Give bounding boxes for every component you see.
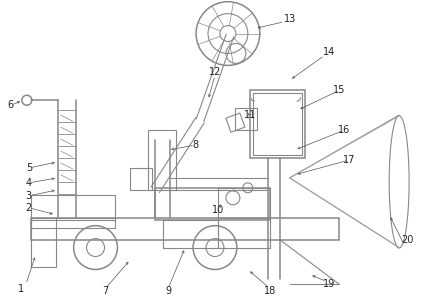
Bar — [218, 188, 270, 218]
Text: 16: 16 — [338, 125, 351, 135]
Text: 20: 20 — [401, 235, 413, 244]
Text: 13: 13 — [283, 13, 296, 24]
Text: 3: 3 — [26, 191, 32, 201]
Bar — [31, 218, 56, 267]
Text: 1: 1 — [18, 284, 24, 294]
Text: 12: 12 — [209, 67, 221, 77]
Bar — [31, 218, 116, 228]
Text: 5: 5 — [26, 163, 32, 173]
Text: 15: 15 — [333, 85, 346, 95]
Text: 9: 9 — [165, 286, 171, 297]
Bar — [226, 113, 245, 132]
Text: 10: 10 — [212, 205, 224, 215]
Bar — [235, 108, 257, 130]
Text: 7: 7 — [102, 286, 109, 297]
Bar — [31, 195, 116, 220]
Bar — [163, 220, 218, 248]
Text: 18: 18 — [264, 286, 276, 297]
Text: 17: 17 — [343, 155, 356, 165]
Text: 6: 6 — [8, 100, 14, 110]
Text: 19: 19 — [323, 279, 336, 289]
Bar — [130, 168, 152, 190]
Bar — [148, 130, 176, 190]
Text: 4: 4 — [26, 178, 32, 188]
Bar — [250, 90, 305, 158]
Text: 8: 8 — [192, 140, 198, 150]
Text: 11: 11 — [244, 110, 256, 120]
Bar — [31, 218, 340, 240]
Bar — [218, 218, 270, 248]
Bar — [155, 188, 270, 220]
Text: 2: 2 — [26, 203, 32, 213]
Text: 14: 14 — [323, 47, 336, 58]
Bar — [253, 93, 302, 155]
